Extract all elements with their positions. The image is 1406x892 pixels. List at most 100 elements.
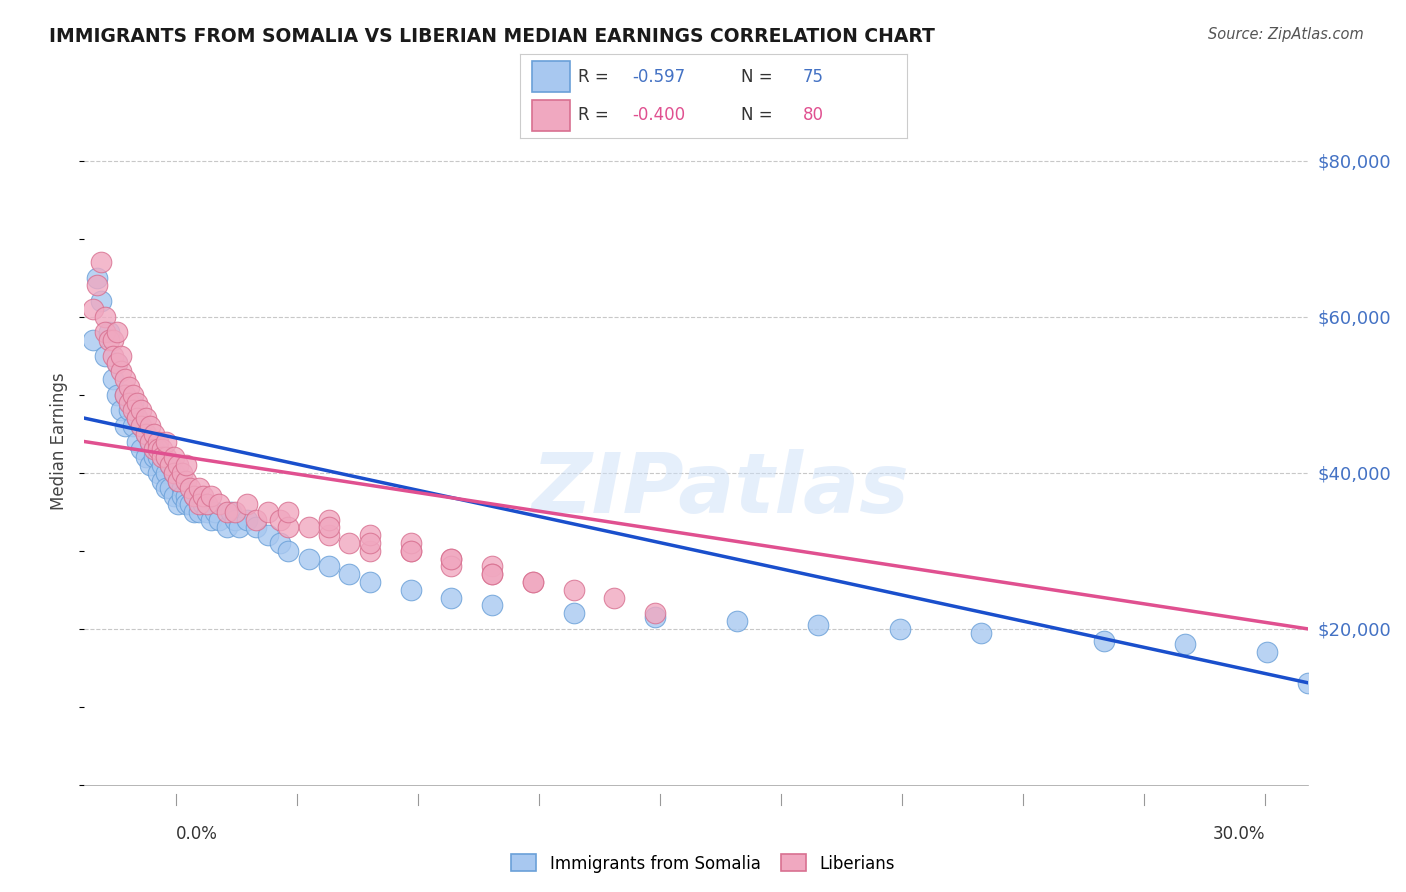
Point xyxy=(163,466,186,480)
Point xyxy=(167,497,190,511)
Point xyxy=(114,372,136,386)
Point xyxy=(269,536,291,550)
Point xyxy=(172,489,194,503)
Point xyxy=(339,567,361,582)
Point xyxy=(183,489,205,503)
Point xyxy=(562,607,585,621)
Point xyxy=(245,520,267,534)
Point xyxy=(440,559,463,574)
Text: ZIPatlas: ZIPatlas xyxy=(531,449,910,530)
Point xyxy=(174,474,197,488)
Point xyxy=(163,466,186,480)
Y-axis label: Median Earnings: Median Earnings xyxy=(51,373,69,510)
Text: IMMIGRANTS FROM SOMALIA VS LIBERIAN MEDIAN EARNINGS CORRELATION CHART: IMMIGRANTS FROM SOMALIA VS LIBERIAN MEDI… xyxy=(49,27,935,45)
Point xyxy=(138,434,160,449)
Point xyxy=(224,505,246,519)
Text: N =: N = xyxy=(741,68,778,86)
Text: 75: 75 xyxy=(803,68,824,86)
Point xyxy=(183,489,205,503)
Point xyxy=(150,450,173,464)
Text: N =: N = xyxy=(741,106,778,124)
Point xyxy=(191,497,214,511)
Point xyxy=(187,505,209,519)
Point xyxy=(195,505,218,519)
Point xyxy=(82,301,104,316)
Point xyxy=(228,520,250,534)
Point xyxy=(725,614,748,628)
Point xyxy=(97,325,120,339)
Point xyxy=(159,458,181,472)
Point xyxy=(217,520,239,534)
Point xyxy=(93,325,115,339)
Point xyxy=(110,403,132,417)
Point xyxy=(114,387,136,401)
Point xyxy=(142,426,165,441)
Point xyxy=(122,387,145,401)
Point xyxy=(131,418,153,433)
Point xyxy=(86,278,108,293)
Point xyxy=(644,607,666,621)
Point xyxy=(172,466,194,480)
Point xyxy=(172,482,194,496)
Point xyxy=(142,442,165,457)
Point xyxy=(150,442,173,457)
Point xyxy=(127,434,149,449)
Point xyxy=(105,387,128,401)
Point xyxy=(86,270,108,285)
Point xyxy=(135,411,157,425)
Point xyxy=(155,482,177,496)
Point xyxy=(187,497,209,511)
Point xyxy=(1256,645,1278,659)
Point xyxy=(167,474,190,488)
Point xyxy=(807,618,830,632)
Point xyxy=(97,333,120,347)
Point xyxy=(105,356,128,371)
Point xyxy=(110,364,132,378)
Point xyxy=(187,482,209,496)
Point xyxy=(399,536,422,550)
Point xyxy=(135,426,157,441)
Point xyxy=(105,356,128,371)
Point xyxy=(562,582,585,597)
Point xyxy=(127,395,149,409)
Point xyxy=(131,403,153,417)
Legend: Immigrants from Somalia, Liberians: Immigrants from Somalia, Liberians xyxy=(505,847,901,880)
Point xyxy=(105,325,128,339)
Point xyxy=(167,474,190,488)
Point xyxy=(359,528,381,542)
Point xyxy=(146,450,169,464)
Point xyxy=(522,574,544,589)
Point xyxy=(142,442,165,457)
Point xyxy=(127,411,149,425)
Point xyxy=(122,418,145,433)
Point xyxy=(135,450,157,464)
Point xyxy=(318,520,340,534)
Point xyxy=(224,512,246,526)
Point xyxy=(1092,633,1115,648)
Text: 30.0%: 30.0% xyxy=(1213,825,1265,843)
Point xyxy=(150,474,173,488)
Point xyxy=(318,559,340,574)
Point xyxy=(174,497,197,511)
Point xyxy=(1296,676,1319,690)
Point xyxy=(179,482,201,496)
Point xyxy=(101,333,124,347)
Point xyxy=(277,543,299,558)
Point xyxy=(101,372,124,386)
Point xyxy=(174,489,197,503)
Point xyxy=(155,466,177,480)
Point xyxy=(204,505,226,519)
Point xyxy=(90,255,112,269)
Text: R =: R = xyxy=(578,68,614,86)
Point xyxy=(644,610,666,624)
Point xyxy=(603,591,626,605)
Point xyxy=(481,567,503,582)
Point xyxy=(174,458,197,472)
Point xyxy=(118,403,141,417)
Point xyxy=(359,574,381,589)
Point xyxy=(93,310,115,324)
Point xyxy=(481,567,503,582)
Text: Source: ZipAtlas.com: Source: ZipAtlas.com xyxy=(1208,27,1364,42)
Point xyxy=(399,543,422,558)
Point xyxy=(155,434,177,449)
